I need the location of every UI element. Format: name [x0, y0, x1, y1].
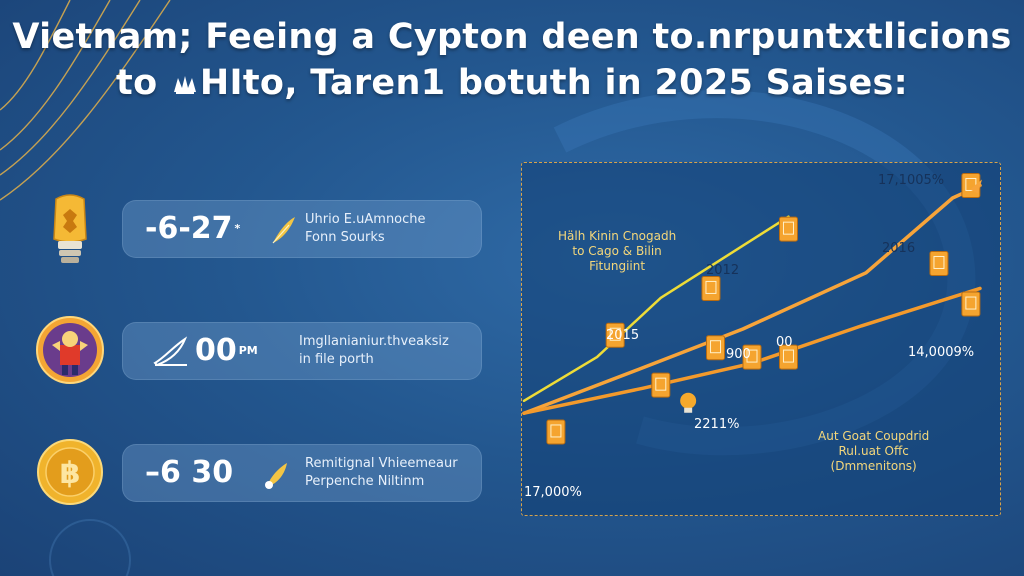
stat-description: Remitignal Vhieemeaur Perpenche Niltinm: [305, 456, 458, 489]
stack-icon: [742, 344, 762, 370]
page-title: Vietnam; Feeing a Cypton deen to.nrpuntx…: [0, 14, 1024, 106]
chart-annotation: 2015: [606, 328, 640, 343]
lightbulb-icon: [30, 193, 110, 263]
bulb-icon: [680, 392, 697, 413]
stat-description: Imgllanianiur.thveaksiz in file porth: [299, 334, 449, 367]
title-line-2-rest: HIto, Taren1 botuth in 2025 Saises:: [199, 63, 908, 103]
stat-row: -6-27 * Uhrio E.uAmnoche Fonn Sourks: [30, 193, 490, 263]
chart-annotation: 14,0009%: [908, 345, 975, 360]
stat-pill: -6-27 * Uhrio E.uAmnoche Fonn Sourks: [122, 200, 482, 258]
stack-icon: [701, 275, 721, 301]
growth-chart: 17,1005% 2016 2012 2015 900 00 14,0009% …: [521, 162, 1001, 516]
stat-value: -6-27 *: [145, 211, 241, 246]
chart-plot: [522, 172, 982, 445]
stack-icon: [778, 216, 798, 242]
chart-note: Aut Goat Coupdrid Rul.uat Offc (Dmmenito…: [818, 429, 930, 473]
title-line-1: Vietnam; Feeing a Cypton deen to.nrpuntx…: [12, 17, 1012, 57]
stack-icon: [546, 419, 566, 445]
stat-pill: –6 30 Remitignal Vhieemeaur Perpenche Ni…: [122, 444, 482, 502]
chart-annotation: 17,000%: [524, 485, 582, 500]
stat-row: ฿ –6 30 Remitignal Vhieemeaur Perpenche …: [30, 437, 490, 507]
feather-icon: [272, 217, 295, 244]
chart-annotation: 2016: [882, 241, 916, 256]
series-line: [522, 215, 790, 403]
chart-annotation: 2211%: [694, 417, 740, 432]
stat-pill: 00 PM Imgllanianiur.thveaksiz in file por…: [122, 322, 482, 380]
series-line: [522, 183, 982, 415]
stack-icon: [706, 335, 726, 361]
chart-annotation: 00: [776, 335, 793, 350]
stat-row: 00 PM Imgllanianiur.thveaksiz in file por…: [30, 315, 490, 385]
chart-annotation: 2012: [706, 263, 740, 278]
chart-annotation: 900: [726, 347, 751, 362]
mascot-icon: [30, 315, 110, 385]
stack-icon: [961, 291, 981, 317]
stat-value: 00 PM: [195, 333, 258, 368]
stack-icon: [651, 372, 671, 398]
crab-icon: [170, 63, 200, 103]
svg-text:฿: ฿: [60, 456, 81, 491]
chart-annotation: 17,1005%: [878, 173, 945, 188]
brush-icon: [265, 463, 287, 489]
chart-note: Hälh Kinin Cnogadh to Cago & Bilin Fitun…: [558, 229, 677, 273]
arrow-head-icon: [970, 179, 982, 194]
stack-icon: [778, 344, 798, 370]
stack-icon: [929, 250, 949, 276]
stat-description: Uhrio E.uAmnoche Fonn Sourks: [305, 212, 426, 245]
stack-icon: [605, 322, 625, 348]
stat-value: –6 30: [145, 455, 234, 490]
quill-icon: [153, 336, 188, 367]
title-line-2-prefix: to: [116, 63, 170, 103]
bitcoin-coin-icon: ฿: [30, 437, 110, 507]
title-line-2: to HIto, Taren1 botuth in 2025 Saises:: [0, 60, 1024, 106]
